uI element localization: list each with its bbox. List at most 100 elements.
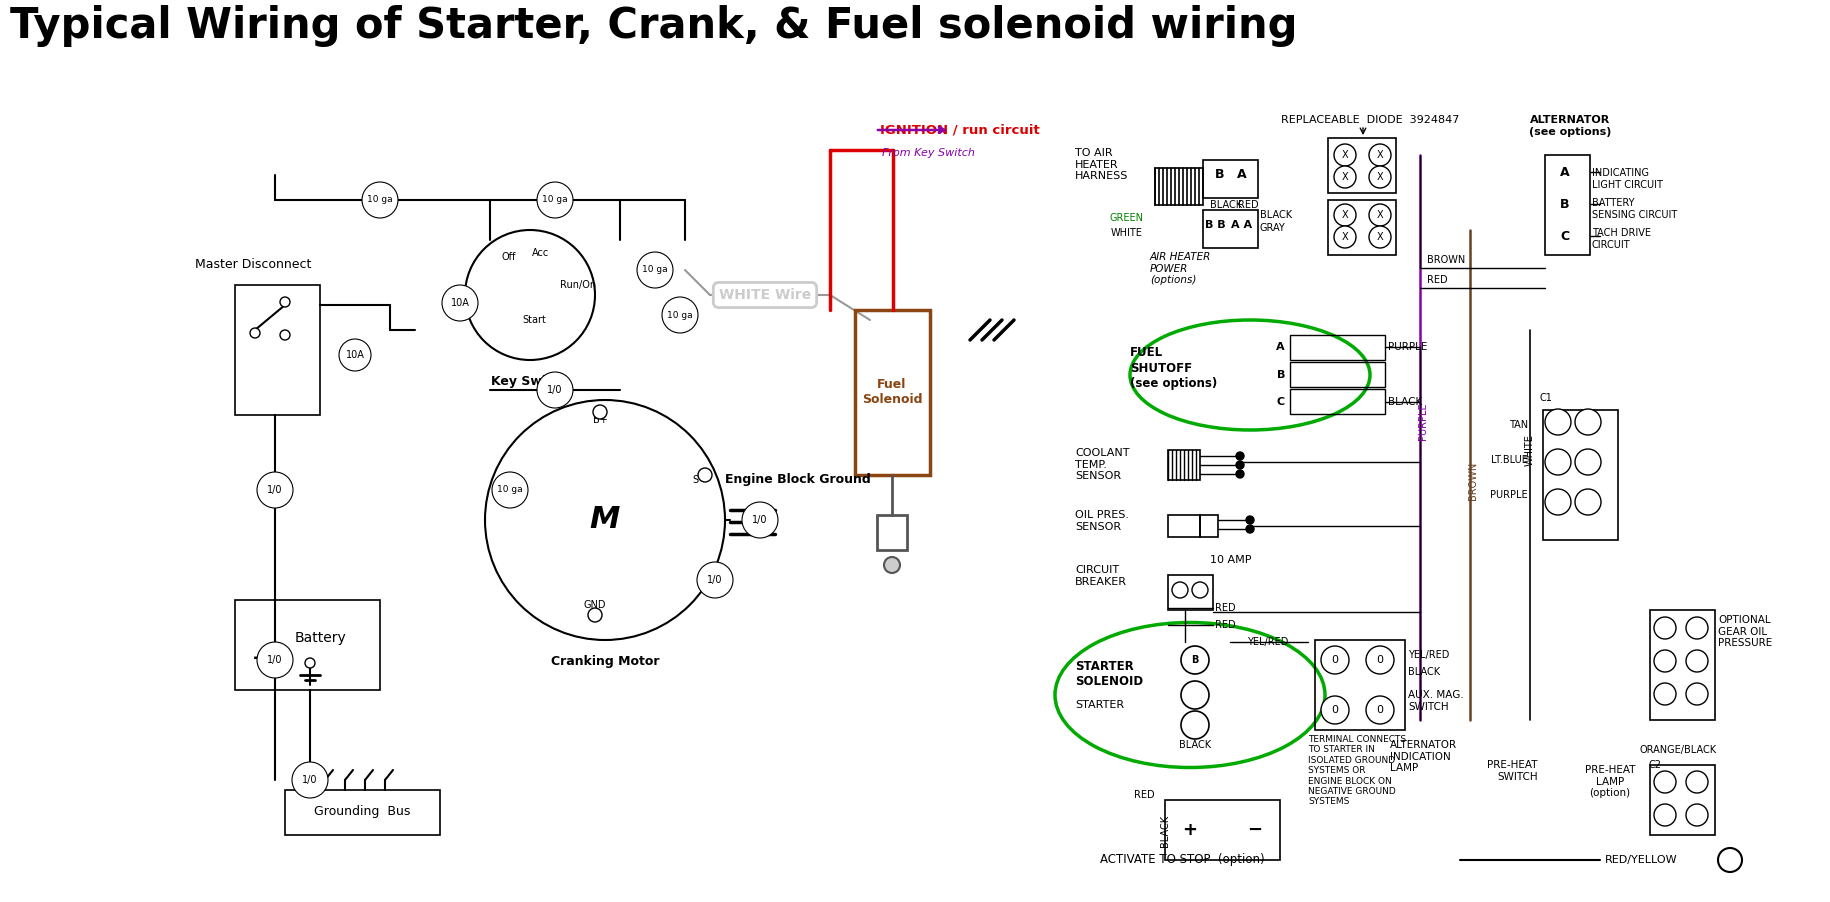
Text: TAN: TAN: [1510, 420, 1528, 430]
Text: BLACK: BLACK: [1261, 210, 1292, 220]
Text: From Key Switch: From Key Switch: [882, 148, 975, 158]
Text: B B: B B: [1204, 220, 1226, 230]
Text: 10 ga: 10 ga: [542, 196, 567, 205]
Text: Engine Block Ground: Engine Block Ground: [725, 474, 871, 486]
Text: CIRCUIT
BREAKER: CIRCUIT BREAKER: [1074, 565, 1127, 586]
Text: STARTER
SOLENOID: STARTER SOLENOID: [1074, 660, 1144, 688]
Text: BLACK: BLACK: [1407, 667, 1440, 677]
Text: X: X: [1376, 232, 1383, 242]
Text: STARTER: STARTER: [1074, 700, 1124, 710]
Bar: [1651, 765, 1715, 835]
Circle shape: [1180, 646, 1210, 674]
Text: C: C: [1561, 229, 1570, 243]
Text: BROWN: BROWN: [1468, 462, 1479, 500]
Circle shape: [280, 330, 289, 340]
Text: X: X: [1376, 150, 1383, 160]
Circle shape: [1685, 804, 1707, 826]
Text: +: +: [1182, 821, 1197, 839]
Text: RED/YELLOW: RED/YELLOW: [1605, 855, 1678, 865]
Circle shape: [1685, 683, 1707, 705]
Text: C: C: [1277, 397, 1285, 407]
Text: WHITE: WHITE: [1524, 434, 1535, 466]
Circle shape: [1246, 516, 1254, 524]
Text: A: A: [1237, 168, 1246, 180]
Text: B: B: [1561, 198, 1570, 210]
Text: TACH DRIVE
CIRCUIT: TACH DRIVE CIRCUIT: [1592, 228, 1651, 250]
Circle shape: [1334, 226, 1356, 248]
Text: 1/0: 1/0: [267, 655, 284, 665]
Text: ACTIVATE TO STOP  (option): ACTIVATE TO STOP (option): [1100, 853, 1265, 867]
Text: X: X: [1376, 210, 1383, 220]
Text: PURPLE: PURPLE: [1387, 342, 1427, 352]
Text: A: A: [1276, 342, 1285, 352]
Circle shape: [1576, 449, 1601, 475]
Text: FUEL
SHUTOFF
(see options): FUEL SHUTOFF (see options): [1129, 346, 1217, 390]
Text: Cranking Motor: Cranking Motor: [551, 655, 659, 668]
Bar: [1290, 362, 1385, 387]
Text: BROWN: BROWN: [1427, 255, 1466, 265]
Bar: [1651, 610, 1715, 720]
Circle shape: [1246, 525, 1254, 533]
Text: RED: RED: [1239, 200, 1259, 210]
Circle shape: [697, 562, 734, 598]
Text: −: −: [1248, 821, 1263, 839]
Text: 1/0: 1/0: [706, 575, 723, 585]
Circle shape: [339, 339, 371, 371]
Text: IGNITION / run circuit: IGNITION / run circuit: [880, 124, 1039, 136]
Circle shape: [1654, 683, 1676, 705]
Circle shape: [536, 372, 573, 408]
Text: M: M: [589, 505, 620, 535]
Bar: [1168, 515, 1200, 537]
Circle shape: [1334, 204, 1356, 226]
Circle shape: [1365, 696, 1394, 724]
Circle shape: [256, 472, 293, 508]
Circle shape: [1545, 409, 1570, 435]
Text: 10 ga: 10 ga: [642, 265, 668, 274]
Circle shape: [1369, 204, 1391, 226]
Circle shape: [637, 252, 673, 288]
Text: PURPLE: PURPLE: [1490, 490, 1528, 500]
Circle shape: [1718, 848, 1742, 872]
Bar: [1168, 575, 1213, 610]
Bar: [285, 790, 439, 835]
Circle shape: [280, 297, 289, 307]
Text: Acc: Acc: [533, 248, 549, 258]
Circle shape: [1369, 166, 1391, 188]
Circle shape: [1180, 711, 1210, 739]
Text: GRAY: GRAY: [1261, 223, 1286, 233]
Text: A: A: [1561, 165, 1570, 179]
Text: ALTERNATOR
(see options): ALTERNATOR (see options): [1528, 115, 1610, 136]
Bar: [1168, 450, 1200, 480]
Bar: [855, 310, 930, 475]
Circle shape: [662, 297, 697, 333]
Circle shape: [306, 658, 315, 668]
Circle shape: [256, 642, 293, 678]
Text: AIR HEATER
POWER
(options): AIR HEATER POWER (options): [1149, 252, 1211, 285]
Circle shape: [492, 472, 529, 508]
Text: B: B: [1215, 168, 1224, 180]
Text: YEL/RED: YEL/RED: [1407, 650, 1449, 660]
Text: X: X: [1341, 210, 1349, 220]
Text: 0: 0: [1332, 655, 1338, 665]
Text: 10 ga: 10 ga: [368, 196, 393, 205]
Circle shape: [251, 328, 260, 338]
Bar: [1290, 389, 1385, 414]
Circle shape: [443, 285, 478, 321]
Text: Grounding  Bus: Grounding Bus: [313, 805, 410, 818]
Text: Fuel
Solenoid: Fuel Solenoid: [862, 378, 922, 406]
Text: YEL/RED: YEL/RED: [1248, 637, 1288, 647]
Text: S: S: [692, 475, 697, 485]
Text: PURPLE: PURPLE: [1418, 402, 1427, 440]
Circle shape: [741, 502, 778, 538]
Circle shape: [1235, 452, 1244, 460]
Text: BLACK: BLACK: [1179, 740, 1211, 750]
Text: +: +: [253, 649, 269, 667]
Text: ALTERNATOR
INDICATION
LAMP: ALTERNATOR INDICATION LAMP: [1391, 740, 1457, 773]
Circle shape: [1334, 144, 1356, 166]
Text: B+: B+: [593, 415, 608, 425]
Text: OIL PRES.
SENSOR: OIL PRES. SENSOR: [1074, 510, 1129, 531]
Text: PRE-HEAT
LAMP
(option): PRE-HEAT LAMP (option): [1585, 765, 1636, 798]
Text: 10 AMP: 10 AMP: [1210, 555, 1252, 565]
Circle shape: [1369, 144, 1391, 166]
Text: WHITE: WHITE: [1111, 228, 1144, 238]
